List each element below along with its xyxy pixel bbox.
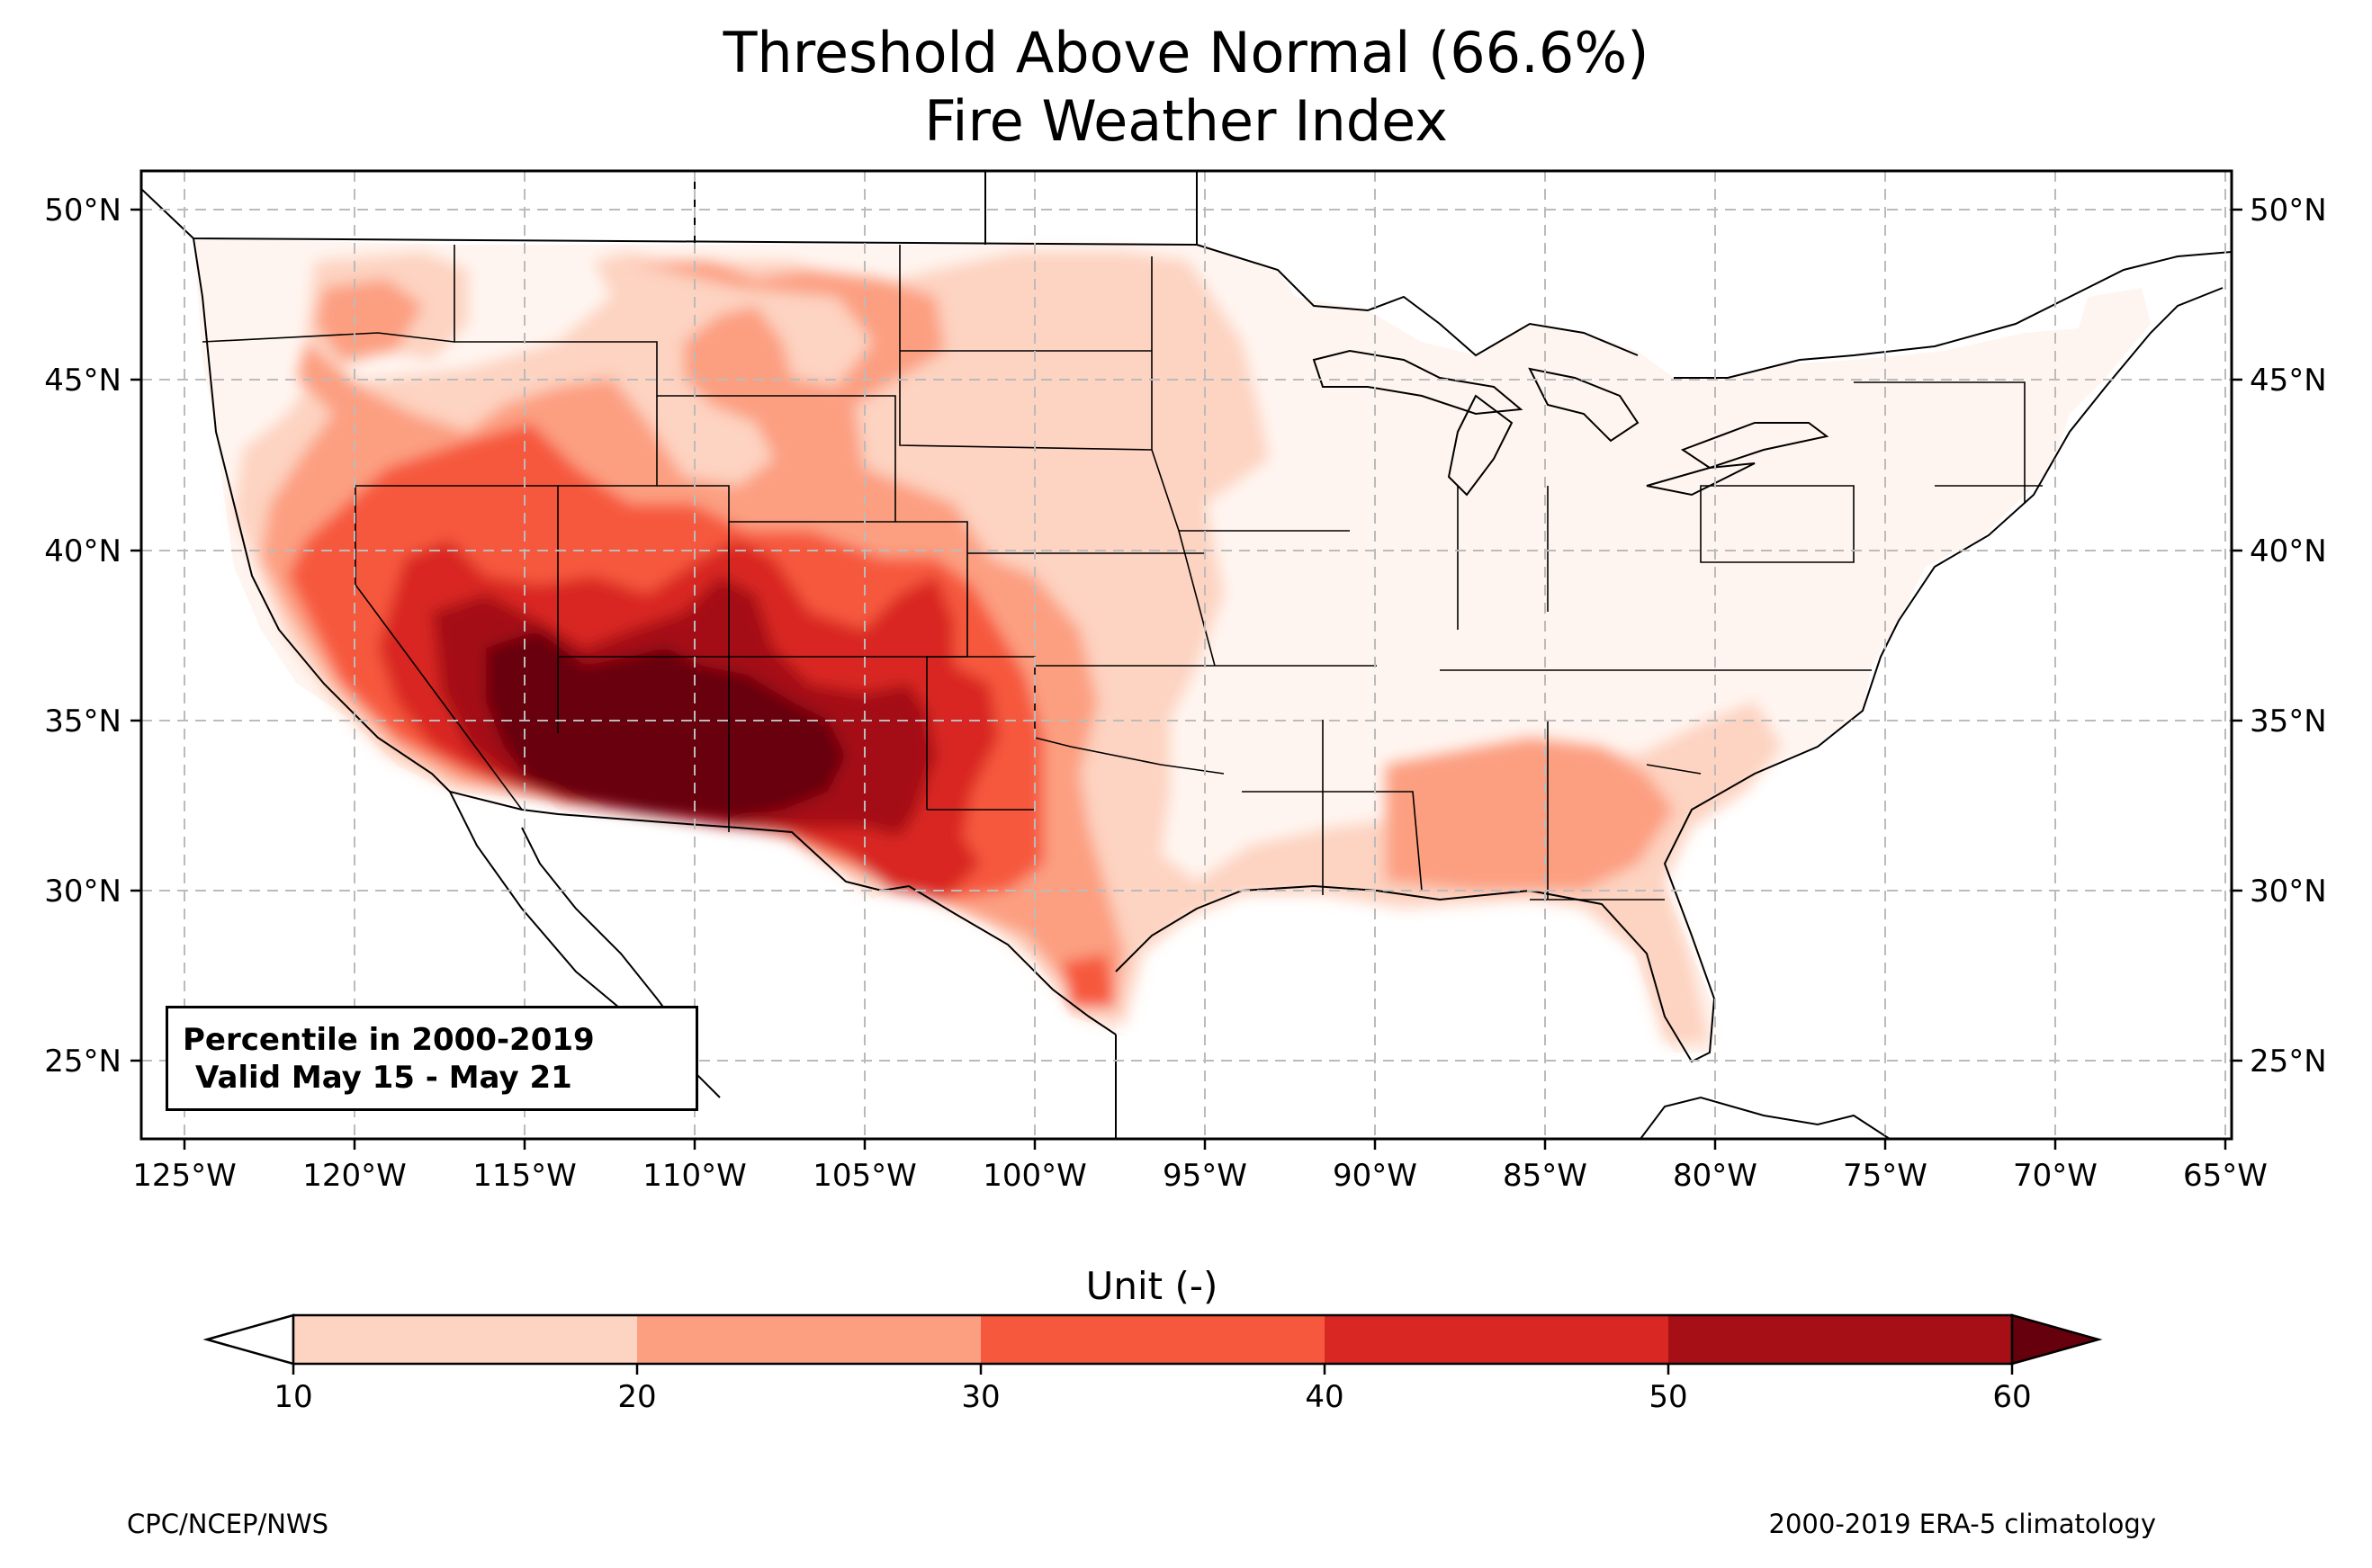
- lat-label: 40°N: [44, 533, 121, 569]
- footer-right: 2000-2019 ERA-5 climatology: [1768, 1509, 2156, 1539]
- colorbar-segment: [1325, 1315, 1668, 1364]
- map-title: Threshold Above Normal (66.6%): [723, 20, 1649, 85]
- lat-label: 35°N: [44, 703, 121, 739]
- contour-60-plus: [486, 630, 846, 819]
- lon-label: 65°W: [2183, 1158, 2268, 1194]
- colorbar-segment: [637, 1315, 981, 1364]
- colorbar-under-arrow: [202, 1313, 295, 1366]
- lat-label: 25°N: [2250, 1044, 2327, 1080]
- lat-label: 45°N: [2250, 363, 2327, 399]
- colorbar: 10 20 30 40 50 60: [202, 1313, 2103, 1415]
- map-subtitle: Fire Weather Index: [924, 88, 1448, 154]
- lon-labels: 125°W 120°W 115°W 110°W 105°W 100°W 95°W…: [132, 1158, 2268, 1194]
- lon-label: 105°W: [813, 1158, 917, 1194]
- lon-label: 120°W: [302, 1158, 407, 1194]
- lat-label: 40°N: [2250, 533, 2327, 569]
- lon-label: 110°W: [642, 1158, 747, 1194]
- colorbar-segment: [981, 1315, 1325, 1364]
- colorbar-tick-label: 60: [1992, 1379, 2031, 1415]
- lat-labels-right: 50°N 45°N 40°N 35°N 30°N 25°N: [2250, 193, 2327, 1080]
- footer-left: CPC/NCEP/NWS: [127, 1509, 329, 1539]
- lat-labels-left: 50°N 45°N 40°N 35°N 30°N 25°N: [44, 193, 121, 1080]
- lon-label: 95°W: [1163, 1158, 1247, 1194]
- lon-label: 75°W: [1843, 1158, 1927, 1194]
- colorbar-tick-label: 20: [617, 1379, 656, 1415]
- info-percentile: Percentile in 2000-2019: [183, 1022, 595, 1058]
- map-frame: [139, 169, 2233, 1141]
- lon-label: 85°W: [1503, 1158, 1587, 1194]
- colorbar-over-arrow: [2010, 1313, 2103, 1366]
- colorbar-tick-label: 40: [1305, 1379, 1343, 1415]
- lon-label: 115°W: [472, 1158, 577, 1194]
- lat-label: 25°N: [44, 1044, 121, 1080]
- colorbar-segment: [1668, 1315, 2012, 1364]
- lat-label: 50°N: [44, 193, 121, 228]
- info-box: Percentile in 2000-2019 Valid May 15 - M…: [166, 1006, 698, 1111]
- colorbar-label: Unit (-): [1085, 1264, 1218, 1308]
- lat-label: 50°N: [2250, 193, 2327, 228]
- lon-label: 125°W: [132, 1158, 237, 1194]
- lat-label: 45°N: [44, 363, 121, 399]
- map-area: [141, 171, 2232, 1139]
- lon-label: 100°W: [983, 1158, 1087, 1194]
- colorbar-segment: [293, 1315, 637, 1364]
- colorbar-tick-label: 30: [961, 1379, 1000, 1415]
- info-valid-dates: Valid May 15 - May 21: [195, 1060, 572, 1096]
- lat-label: 30°N: [2250, 874, 2327, 909]
- colorbar-tick-label: 10: [274, 1379, 312, 1415]
- lon-label: 90°W: [1333, 1158, 1417, 1194]
- lat-label: 30°N: [44, 874, 121, 909]
- colorbar-tick-label: 50: [1649, 1379, 1687, 1415]
- lon-label: 80°W: [1673, 1158, 1757, 1194]
- lat-label: 35°N: [2250, 703, 2327, 739]
- axis-ticks: [130, 208, 2242, 1150]
- lon-label: 70°W: [2013, 1158, 2098, 1194]
